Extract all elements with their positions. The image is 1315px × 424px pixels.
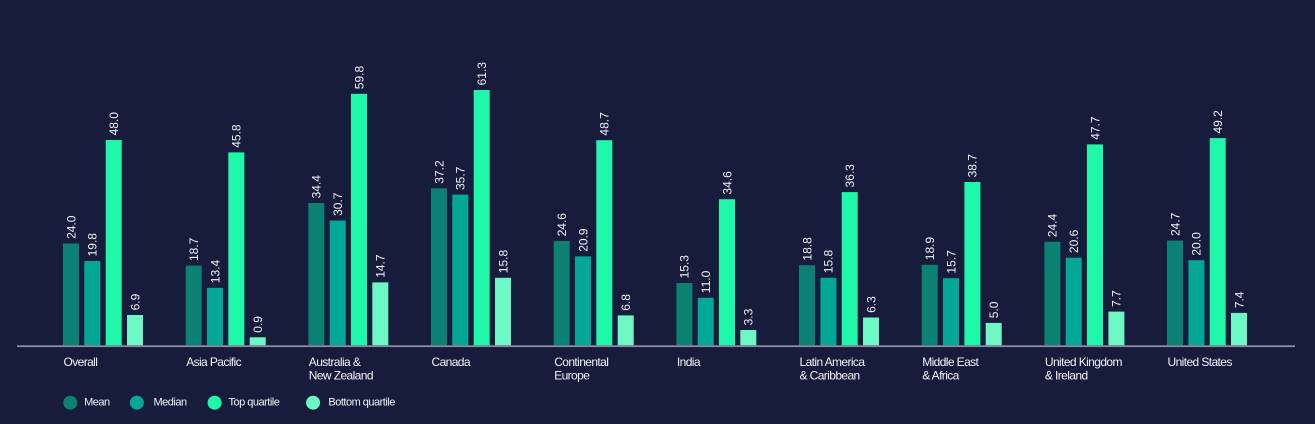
svg-text:7.4: 7.4 bbox=[1232, 291, 1246, 308]
svg-text:30.7: 30.7 bbox=[331, 192, 345, 216]
svg-text:48.7: 48.7 bbox=[598, 112, 612, 136]
svg-text:Asia Pacific: Asia Pacific bbox=[186, 355, 241, 369]
svg-text:19.8: 19.8 bbox=[86, 233, 100, 257]
svg-text:Median: Median bbox=[154, 396, 187, 408]
svg-text:India: India bbox=[677, 355, 701, 369]
svg-text:61.3: 61.3 bbox=[475, 62, 489, 86]
svg-text:Australia &: Australia & bbox=[309, 355, 361, 369]
svg-text:United Kingdom: United Kingdom bbox=[1045, 355, 1123, 369]
svg-text:18.9: 18.9 bbox=[923, 237, 937, 261]
svg-text:Middle East: Middle East bbox=[922, 355, 979, 369]
svg-text:35.7: 35.7 bbox=[454, 166, 468, 190]
svg-text:New Zealand: New Zealand bbox=[309, 369, 373, 383]
svg-text:15.8: 15.8 bbox=[496, 250, 510, 274]
svg-text:36.3: 36.3 bbox=[843, 164, 857, 188]
svg-text:United States: United States bbox=[1168, 355, 1233, 369]
svg-text:20.9: 20.9 bbox=[576, 228, 590, 252]
svg-text:Bottom quartile: Bottom quartile bbox=[328, 396, 395, 408]
svg-text:0.9: 0.9 bbox=[251, 316, 265, 333]
svg-text:18.8: 18.8 bbox=[800, 237, 814, 261]
svg-text:6.3: 6.3 bbox=[864, 296, 878, 313]
svg-text:& Africa: & Africa bbox=[922, 369, 959, 383]
svg-text:48.0: 48.0 bbox=[107, 112, 121, 136]
svg-text:34.6: 34.6 bbox=[720, 171, 734, 195]
svg-text:24.7: 24.7 bbox=[1168, 212, 1182, 236]
svg-text:15.8: 15.8 bbox=[822, 250, 836, 274]
svg-text:Top quartile: Top quartile bbox=[229, 396, 280, 408]
svg-text:Canada: Canada bbox=[432, 355, 471, 369]
svg-text:14.7: 14.7 bbox=[374, 254, 388, 278]
svg-text:Continental: Continental bbox=[554, 355, 608, 369]
svg-text:20.0: 20.0 bbox=[1190, 232, 1204, 256]
svg-text:38.7: 38.7 bbox=[966, 154, 980, 178]
svg-text:45.8: 45.8 bbox=[230, 124, 244, 148]
svg-text:15.3: 15.3 bbox=[678, 255, 692, 279]
svg-text:59.8: 59.8 bbox=[352, 66, 366, 90]
svg-text:& Caribbean: & Caribbean bbox=[800, 369, 860, 383]
svg-text:Europe: Europe bbox=[554, 369, 590, 383]
svg-text:47.7: 47.7 bbox=[1088, 116, 1102, 140]
svg-text:18.7: 18.7 bbox=[187, 237, 201, 261]
svg-text:Latin America: Latin America bbox=[800, 355, 866, 369]
svg-text:& Ireland: & Ireland bbox=[1045, 369, 1088, 383]
svg-text:15.7: 15.7 bbox=[944, 250, 958, 274]
svg-text:5.0: 5.0 bbox=[987, 301, 1001, 318]
svg-text:3.3: 3.3 bbox=[742, 308, 756, 325]
svg-text:Mean: Mean bbox=[84, 396, 110, 408]
svg-text:34.4: 34.4 bbox=[310, 175, 324, 199]
svg-text:24.6: 24.6 bbox=[555, 213, 569, 237]
svg-text:6.9: 6.9 bbox=[128, 293, 142, 310]
svg-text:6.8: 6.8 bbox=[619, 294, 633, 311]
svg-text:24.4: 24.4 bbox=[1046, 214, 1060, 238]
svg-text:7.7: 7.7 bbox=[1110, 290, 1124, 307]
svg-text:24.0: 24.0 bbox=[64, 215, 78, 239]
svg-text:Overall: Overall bbox=[64, 355, 98, 369]
svg-text:20.6: 20.6 bbox=[1067, 229, 1081, 253]
svg-text:13.4: 13.4 bbox=[208, 260, 222, 284]
svg-text:49.2: 49.2 bbox=[1211, 110, 1225, 134]
svg-text:37.2: 37.2 bbox=[432, 160, 446, 184]
svg-text:11.0: 11.0 bbox=[699, 270, 713, 293]
